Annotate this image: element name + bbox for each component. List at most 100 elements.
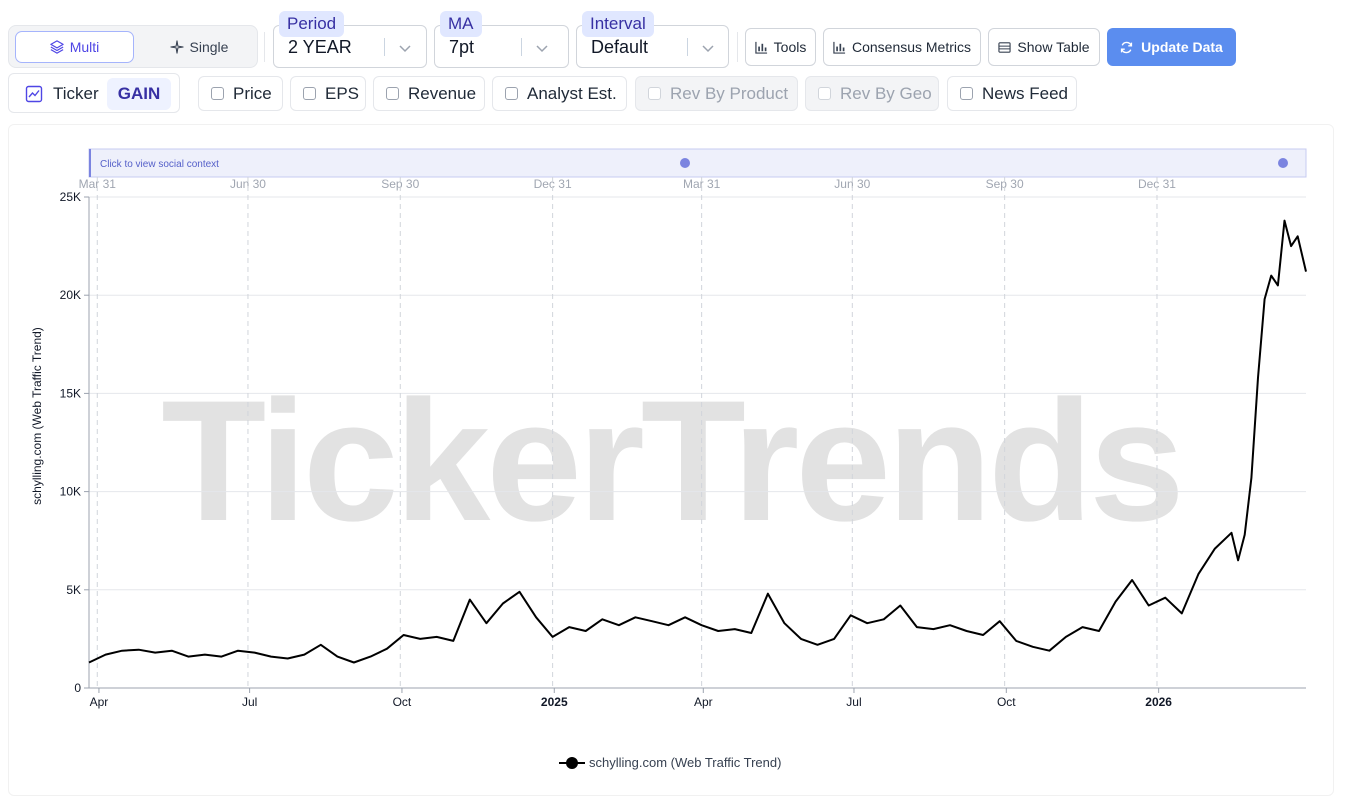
consensus-metrics-button[interactable]: Consensus Metrics: [823, 28, 981, 66]
chevron-down-icon: [702, 45, 714, 53]
layers-icon: [49, 40, 64, 54]
overlay-price-checkbox[interactable]: Price: [198, 76, 283, 111]
top-tick-label: Dec 31: [534, 177, 572, 191]
y-tick-label: 5K: [66, 583, 81, 597]
top-tick-label: Sep 30: [986, 177, 1024, 191]
consensus-metrics-label: Consensus Metrics: [851, 39, 972, 55]
y-tick-label: 10K: [60, 485, 81, 499]
ma-value: 7pt: [449, 37, 475, 57]
top-tick-label: Mar 31: [79, 177, 117, 191]
grid: [89, 177, 1306, 689]
checkbox-box[interactable]: [960, 87, 973, 100]
y-tick-label: 0: [74, 681, 81, 695]
overlay-eps-checkbox[interactable]: EPS: [290, 76, 366, 111]
legend-label: schylling.com (Web Traffic Trend): [589, 755, 781, 770]
overlay-label: Rev By Product: [670, 83, 789, 103]
refresh-icon: [1121, 41, 1133, 53]
top-tick-label: Jun 30: [834, 177, 870, 191]
top-tick-label: Sep 30: [381, 177, 419, 191]
tools-button[interactable]: Tools: [745, 28, 816, 66]
top-axis: Mar 31 Jun 30 Sep 30 Dec 31 Mar 31 Jun 30 Sep …: [79, 177, 1177, 191]
watermark: TickerTrends: [161, 365, 1181, 557]
checkbox-box: [648, 87, 661, 100]
ma-select[interactable]: 7pt: [434, 25, 569, 68]
update-data-button[interactable]: Update Data: [1107, 28, 1236, 66]
overlay-revenue-checkbox[interactable]: Revenue: [373, 76, 485, 111]
checkbox-box[interactable]: [386, 87, 399, 100]
x-tick-label: 2025: [541, 695, 568, 709]
sparkle-icon: [169, 40, 184, 54]
checkbox-box[interactable]: [505, 87, 518, 100]
chevron-down-icon: [536, 45, 548, 53]
bar-chart-icon: [754, 41, 767, 54]
x-tick-label: Jul: [242, 695, 257, 709]
show-table-button[interactable]: Show Table: [988, 28, 1100, 66]
checkbox-box[interactable]: [211, 87, 224, 100]
social-dot[interactable]: [1278, 158, 1288, 168]
x-tick-label: Jul: [846, 695, 861, 709]
ticker-value[interactable]: GAIN: [107, 78, 171, 110]
x-axis: Apr Jul Oct 2025 Apr Jul Oct 2026: [89, 687, 1306, 709]
chevron-down-icon: [399, 45, 411, 53]
overlay-label: Analyst Est.: [527, 83, 617, 103]
overlay-news-feed-checkbox[interactable]: News Feed: [947, 76, 1077, 111]
table-icon: [998, 41, 1012, 53]
x-tick-label: 2026: [1145, 695, 1172, 709]
overlay-analyst-est-checkbox[interactable]: Analyst Est.: [492, 76, 627, 111]
web-traffic-chart: TickerTrends Click to view social contex…: [30, 148, 1307, 770]
y-tick-label: 15K: [60, 386, 81, 400]
overlay-label: Price: [233, 83, 272, 103]
overlay-label: EPS: [325, 83, 360, 103]
ticker-label: Ticker: [53, 84, 99, 103]
show-table-label: Show Table: [1017, 39, 1090, 55]
overlay-label: Rev By Geo: [840, 83, 932, 103]
series-layer: [88, 219, 1307, 664]
y-tick-label: 25K: [60, 190, 81, 204]
series-line: [88, 219, 1307, 664]
ticker-selector[interactable]: Ticker GAIN: [8, 73, 180, 113]
x-tick-label: Apr: [694, 695, 713, 709]
chart-panel: TickerTrends Click to view social contex…: [8, 124, 1334, 796]
social-context-label[interactable]: Click to view social context: [100, 159, 219, 170]
period-tag: Period: [279, 11, 345, 37]
update-data-label: Update Data: [1141, 39, 1223, 55]
overlay-rev-by-geo-checkbox: Rev By Geo: [805, 76, 939, 111]
social-dot[interactable]: [680, 158, 690, 168]
multi-mode-button[interactable]: Multi: [15, 31, 134, 63]
single-mode-button[interactable]: Single: [149, 31, 249, 63]
overlay-label: Revenue: [408, 83, 477, 103]
legend-marker: [566, 757, 578, 769]
toolbar-divider: [264, 32, 265, 62]
view-mode-toggle: Multi Single: [8, 25, 258, 68]
ma-tag: MA: [440, 11, 482, 37]
y-axis-title: schylling.com (Web Traffic Trend): [30, 327, 44, 505]
x-tick-label: Oct: [393, 695, 412, 709]
top-tick-label: Dec 31: [1138, 177, 1176, 191]
single-mode-label: Single: [189, 39, 229, 55]
select-separator: [521, 38, 522, 56]
social-context-bar[interactable]: [88, 148, 1307, 178]
bar-chart-icon: [833, 41, 846, 54]
period-select[interactable]: 2 YEAR: [273, 25, 427, 68]
tools-label: Tools: [773, 39, 807, 55]
top-tick-label: Jun 30: [230, 177, 266, 191]
chart-trend-icon: [25, 85, 43, 103]
x-tick-label: Oct: [997, 695, 1016, 709]
period-value: 2 YEAR: [288, 37, 352, 57]
x-tick-label: Apr: [90, 695, 109, 709]
interval-value: Default: [591, 37, 649, 57]
interval-tag: Interval: [582, 11, 654, 37]
select-separator: [384, 38, 385, 56]
social-bar-left-edge: [89, 149, 91, 177]
y-tick-label: 20K: [60, 288, 81, 302]
toolbar-divider: [737, 32, 738, 62]
checkbox-box: [818, 87, 831, 100]
overlay-label: News Feed: [982, 83, 1068, 103]
multi-mode-label: Multi: [69, 39, 100, 55]
overlay-rev-by-product-checkbox: Rev By Product: [635, 76, 798, 111]
top-tick-label: Mar 31: [683, 177, 721, 191]
y-axis: 0 5K 10K 15K 20K 25K: [60, 190, 90, 695]
legend[interactable]: schylling.com (Web Traffic Trend): [559, 755, 781, 770]
select-separator: [687, 38, 688, 56]
checkbox-box[interactable]: [303, 87, 316, 100]
